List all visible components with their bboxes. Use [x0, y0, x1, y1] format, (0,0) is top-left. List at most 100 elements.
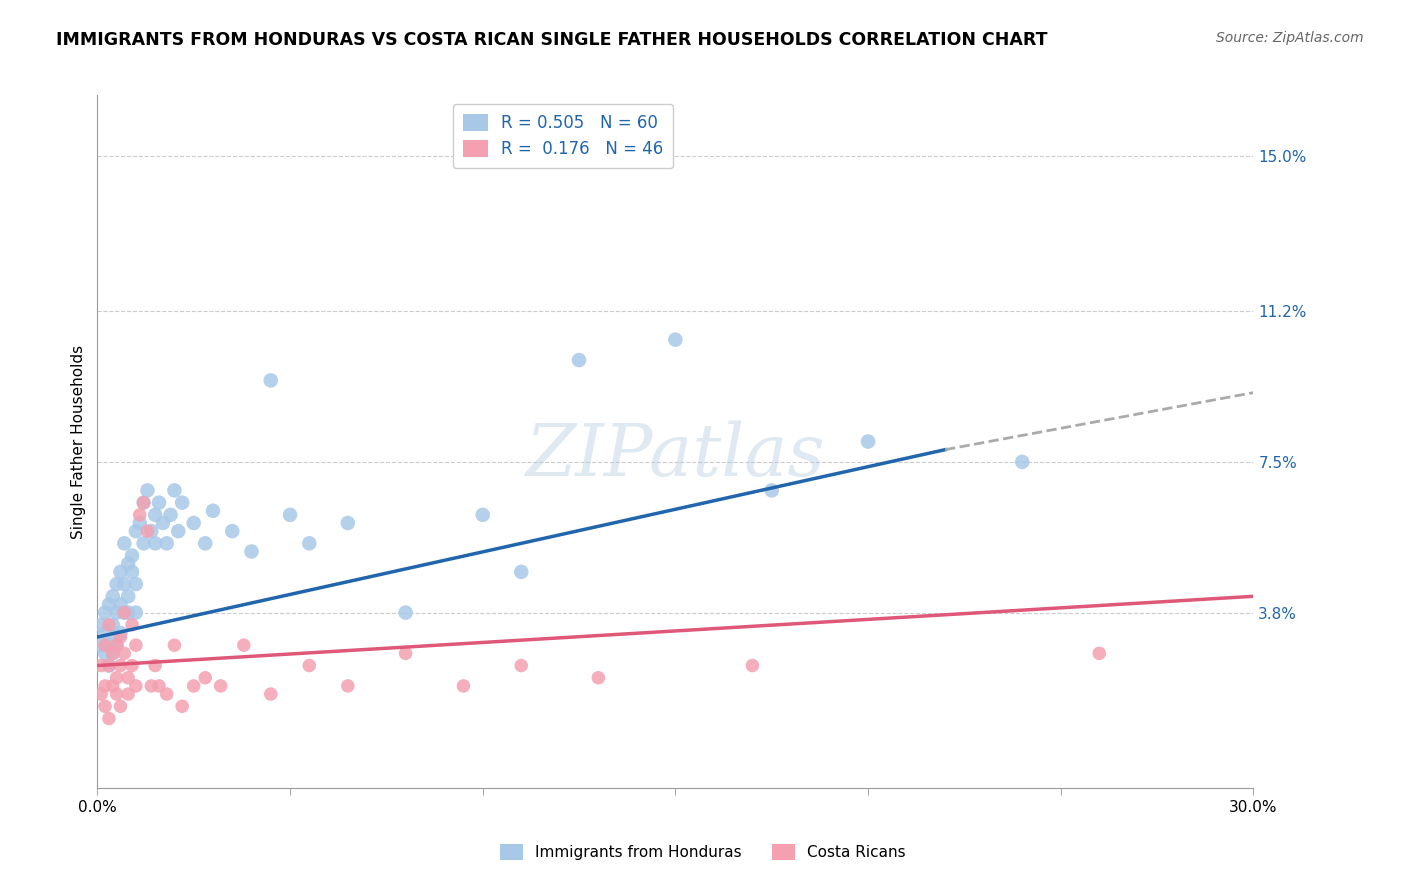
Costa Ricans [194, 671, 217, 685]
Costa Ricans [112, 646, 135, 660]
Y-axis label: Single Father Households: Single Father Households [72, 344, 86, 539]
Immigrants from Honduras [132, 536, 155, 550]
Immigrants from Honduras [125, 606, 148, 620]
Immigrants from Honduras [336, 516, 359, 530]
Text: Source: ZipAtlas.com: Source: ZipAtlas.com [1216, 31, 1364, 45]
Immigrants from Honduras [101, 617, 124, 632]
Immigrants from Honduras [112, 577, 135, 591]
Costa Ricans [94, 699, 117, 714]
Legend: R = 0.505   N = 60, R =  0.176   N = 46: R = 0.505 N = 60, R = 0.176 N = 46 [453, 103, 673, 169]
Costa Ricans [101, 679, 124, 693]
Immigrants from Honduras [97, 598, 120, 612]
Costa Ricans [121, 617, 143, 632]
Immigrants from Honduras [152, 516, 174, 530]
Immigrants from Honduras [761, 483, 783, 498]
Immigrants from Honduras [94, 606, 117, 620]
Costa Ricans [136, 524, 159, 538]
Costa Ricans [156, 687, 179, 701]
Immigrants from Honduras [568, 353, 591, 368]
Immigrants from Honduras [110, 598, 132, 612]
Costa Ricans [183, 679, 205, 693]
Costa Ricans [172, 699, 194, 714]
Immigrants from Honduras [278, 508, 301, 522]
Costa Ricans [110, 699, 132, 714]
Costa Ricans [105, 638, 128, 652]
Costa Ricans [588, 671, 610, 685]
Immigrants from Honduras [117, 606, 139, 620]
Costa Ricans [741, 658, 763, 673]
Costa Ricans [260, 687, 283, 701]
Immigrants from Honduras [128, 516, 150, 530]
Costa Ricans [1088, 646, 1111, 660]
Costa Ricans [125, 679, 148, 693]
Immigrants from Honduras [167, 524, 190, 538]
Immigrants from Honduras [94, 626, 117, 640]
Costa Ricans [117, 671, 139, 685]
Immigrants from Honduras [112, 536, 135, 550]
Costa Ricans [97, 658, 120, 673]
Immigrants from Honduras [121, 549, 143, 563]
Costa Ricans [148, 679, 170, 693]
Immigrants from Honduras [105, 630, 128, 644]
Immigrants from Honduras [90, 638, 112, 652]
Costa Ricans [121, 658, 143, 673]
Immigrants from Honduras [125, 577, 148, 591]
Costa Ricans [105, 687, 128, 701]
Costa Ricans [90, 687, 112, 701]
Immigrants from Honduras [510, 565, 533, 579]
Immigrants from Honduras [121, 565, 143, 579]
Immigrants from Honduras [159, 508, 181, 522]
Immigrants from Honduras [117, 590, 139, 604]
Immigrants from Honduras [141, 524, 163, 538]
Costa Ricans [110, 658, 132, 673]
Costa Ricans [232, 638, 254, 652]
Immigrants from Honduras [240, 544, 263, 558]
Costa Ricans [90, 658, 112, 673]
Immigrants from Honduras [221, 524, 243, 538]
Immigrants from Honduras [97, 658, 120, 673]
Immigrants from Honduras [94, 646, 117, 660]
Immigrants from Honduras [1011, 455, 1033, 469]
Costa Ricans [117, 687, 139, 701]
Immigrants from Honduras [201, 504, 224, 518]
Costa Ricans [128, 508, 150, 522]
Costa Ricans [510, 658, 533, 673]
Immigrants from Honduras [156, 536, 179, 550]
Immigrants from Honduras [105, 577, 128, 591]
Costa Ricans [209, 679, 232, 693]
Immigrants from Honduras [136, 483, 159, 498]
Immigrants from Honduras [194, 536, 217, 550]
Costa Ricans [101, 646, 124, 660]
Costa Ricans [336, 679, 359, 693]
Immigrants from Honduras [125, 524, 148, 538]
Immigrants from Honduras [105, 638, 128, 652]
Immigrants from Honduras [298, 536, 321, 550]
Costa Ricans [94, 638, 117, 652]
Immigrants from Honduras [856, 434, 879, 449]
Text: IMMIGRANTS FROM HONDURAS VS COSTA RICAN SINGLE FATHER HOUSEHOLDS CORRELATION CHA: IMMIGRANTS FROM HONDURAS VS COSTA RICAN … [56, 31, 1047, 49]
Immigrants from Honduras [163, 483, 186, 498]
Costa Ricans [453, 679, 475, 693]
Immigrants from Honduras [101, 646, 124, 660]
Costa Ricans [125, 638, 148, 652]
Costa Ricans [110, 630, 132, 644]
Costa Ricans [298, 658, 321, 673]
Immigrants from Honduras [117, 557, 139, 571]
Costa Ricans [163, 638, 186, 652]
Costa Ricans [143, 658, 166, 673]
Immigrants from Honduras [105, 606, 128, 620]
Costa Ricans [94, 679, 117, 693]
Immigrants from Honduras [471, 508, 494, 522]
Immigrants from Honduras [143, 508, 166, 522]
Immigrants from Honduras [90, 617, 112, 632]
Immigrants from Honduras [132, 495, 155, 509]
Costa Ricans [97, 712, 120, 726]
Immigrants from Honduras [664, 333, 686, 347]
Costa Ricans [132, 495, 155, 509]
Immigrants from Honduras [112, 606, 135, 620]
Costa Ricans [141, 679, 163, 693]
Immigrants from Honduras [97, 638, 120, 652]
Immigrants from Honduras [183, 516, 205, 530]
Immigrants from Honduras [110, 565, 132, 579]
Immigrants from Honduras [143, 536, 166, 550]
